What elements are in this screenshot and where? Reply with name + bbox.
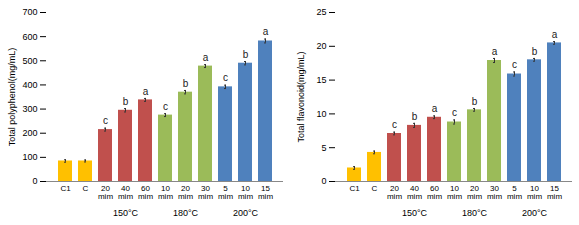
svg-text:c: c — [392, 119, 397, 130]
svg-text:5mim: 5mim — [218, 184, 233, 201]
svg-text:10mim: 10mim — [527, 184, 542, 201]
svg-text:60mim: 60mim — [427, 184, 442, 201]
svg-text:a: a — [263, 26, 269, 37]
svg-text:Total flavonoid(mg/mL): Total flavonoid(mg/mL) — [296, 51, 306, 142]
svg-text:5mim: 5mim — [507, 184, 522, 201]
svg-text:b: b — [183, 78, 189, 89]
svg-text:5: 5 — [321, 143, 326, 153]
svg-text:b: b — [243, 49, 249, 60]
svg-text:c: c — [452, 107, 457, 118]
svg-text:15mim: 15mim — [258, 184, 273, 201]
svg-text:a: a — [143, 86, 149, 97]
svg-text:c: c — [512, 59, 517, 70]
svg-text:150°C: 150°C — [113, 208, 139, 218]
svg-text:a: a — [552, 29, 558, 40]
svg-text:c: c — [103, 115, 108, 126]
svg-text:20mim: 20mim — [467, 184, 482, 201]
svg-text:200°C: 200°C — [233, 208, 259, 218]
svg-text:b: b — [532, 46, 538, 57]
svg-text:C1: C1 — [349, 184, 360, 193]
svg-text:Total polyphenol(mg/mL): Total polyphenol(mg/mL) — [7, 48, 17, 147]
svg-text:300: 300 — [22, 104, 37, 114]
svg-text:200: 200 — [22, 128, 37, 138]
svg-text:40mim: 40mim — [407, 184, 422, 201]
svg-text:c: c — [163, 101, 168, 112]
svg-text:400: 400 — [22, 80, 37, 90]
svg-text:200°C: 200°C — [522, 208, 548, 218]
svg-text:b: b — [472, 96, 478, 107]
svg-text:20mim: 20mim — [387, 184, 402, 201]
svg-text:b: b — [123, 96, 129, 107]
svg-text:30mim: 30mim — [487, 184, 502, 201]
svg-text:150°C: 150°C — [402, 208, 428, 218]
svg-text:10mim: 10mim — [447, 184, 462, 201]
svg-text:30mim: 30mim — [198, 184, 213, 201]
svg-text:25: 25 — [316, 7, 326, 17]
svg-text:15: 15 — [316, 75, 326, 85]
svg-text:500: 500 — [22, 56, 37, 66]
svg-text:20mim: 20mim — [178, 184, 193, 201]
svg-text:10mim: 10mim — [238, 184, 253, 201]
svg-text:b: b — [412, 111, 418, 122]
svg-text:c: c — [223, 72, 228, 83]
svg-text:10: 10 — [316, 109, 326, 119]
svg-text:20: 20 — [316, 41, 326, 51]
svg-text:0: 0 — [32, 176, 37, 186]
svg-text:a: a — [432, 103, 438, 114]
svg-text:20mim: 20mim — [98, 184, 113, 201]
svg-text:60mim: 60mim — [138, 184, 153, 201]
svg-text:a: a — [203, 52, 209, 63]
svg-text:10mim: 10mim — [158, 184, 173, 201]
svg-text:180°C: 180°C — [173, 208, 199, 218]
svg-text:0: 0 — [321, 176, 326, 186]
svg-text:700: 700 — [22, 7, 37, 17]
svg-text:40mim: 40mim — [118, 184, 133, 201]
svg-text:a: a — [492, 46, 498, 57]
svg-text:C: C — [83, 184, 89, 193]
svg-text:180°C: 180°C — [462, 208, 488, 218]
svg-text:600: 600 — [22, 32, 37, 42]
svg-text:100: 100 — [22, 152, 37, 162]
svg-text:C1: C1 — [60, 184, 71, 193]
svg-text:15mim: 15mim — [547, 184, 562, 201]
svg-text:C: C — [372, 184, 378, 193]
